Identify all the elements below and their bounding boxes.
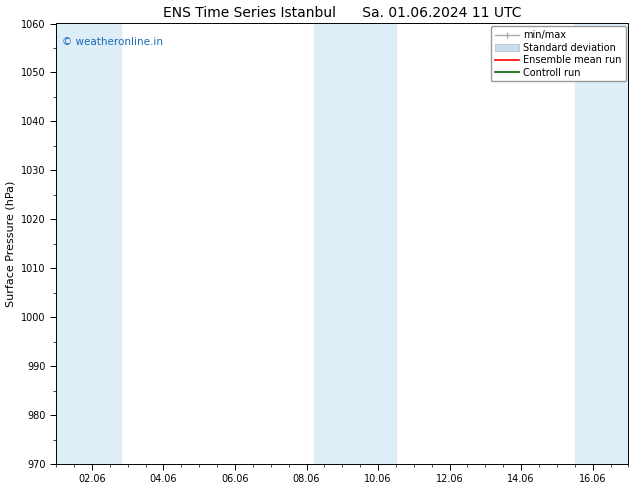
Bar xyxy=(53,24,120,464)
Title: ENS Time Series Istanbul      Sa. 01.06.2024 11 UTC: ENS Time Series Istanbul Sa. 01.06.2024 … xyxy=(163,5,522,20)
Legend: min/max, Standard deviation, Ensemble mean run, Controll run: min/max, Standard deviation, Ensemble me… xyxy=(491,26,626,81)
Y-axis label: Surface Pressure (hPa): Surface Pressure (hPa) xyxy=(6,181,16,307)
Text: © weatheronline.in: © weatheronline.in xyxy=(62,37,163,47)
Bar xyxy=(314,24,396,464)
Bar xyxy=(575,24,632,464)
